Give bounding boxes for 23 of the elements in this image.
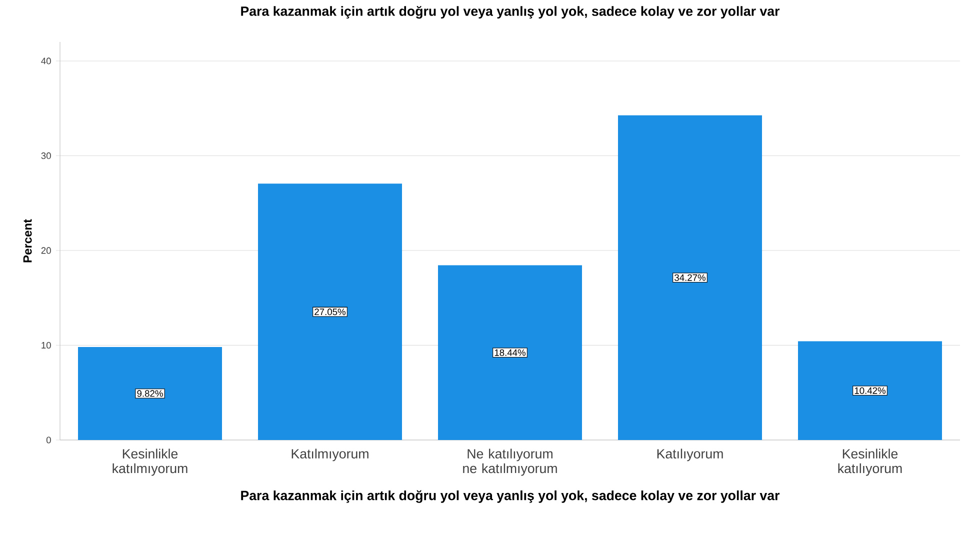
y-tick-label: 30: [41, 152, 51, 160]
y-tick-label: 20: [41, 247, 51, 254]
x-tick-label: Katılmıyorum: [292, 448, 368, 462]
y-tick-label: 0: [46, 436, 51, 444]
data-label: 18.44%: [494, 349, 526, 356]
bar: [78, 346, 222, 440]
data-label: 27.05%: [314, 308, 346, 316]
y-axis-title: Percent: [23, 219, 32, 262]
x-axis-title: Para kazanmak için artık doğru yol veya yanlış yol yok, sadece kolay ve zor yollar var: [241, 490, 780, 503]
bar: [258, 184, 402, 440]
bar: [438, 265, 582, 440]
bar: [618, 115, 762, 440]
data-label: 34.27%: [674, 274, 706, 281]
data-label: 9.82%: [137, 390, 163, 397]
x-tick-label: Ne katılıyorum ne katılmıyorum: [463, 448, 557, 476]
chart-title: Para kazanmak için artık doğru yol veya yanlış yol yok, sadece kolay ve zor yollar var: [241, 6, 780, 19]
data-label: 10.42%: [854, 387, 886, 394]
bar: [798, 341, 942, 440]
x-tick-label: Katılıyorum: [657, 448, 723, 462]
x-tick-label: Kesinlikle katılmıyorum: [112, 448, 188, 476]
x-tick-label: Kesinlikle katılıyorum: [838, 448, 902, 476]
y-tick-label: 10: [42, 342, 51, 349]
y-tick-label: 40: [41, 58, 51, 64]
